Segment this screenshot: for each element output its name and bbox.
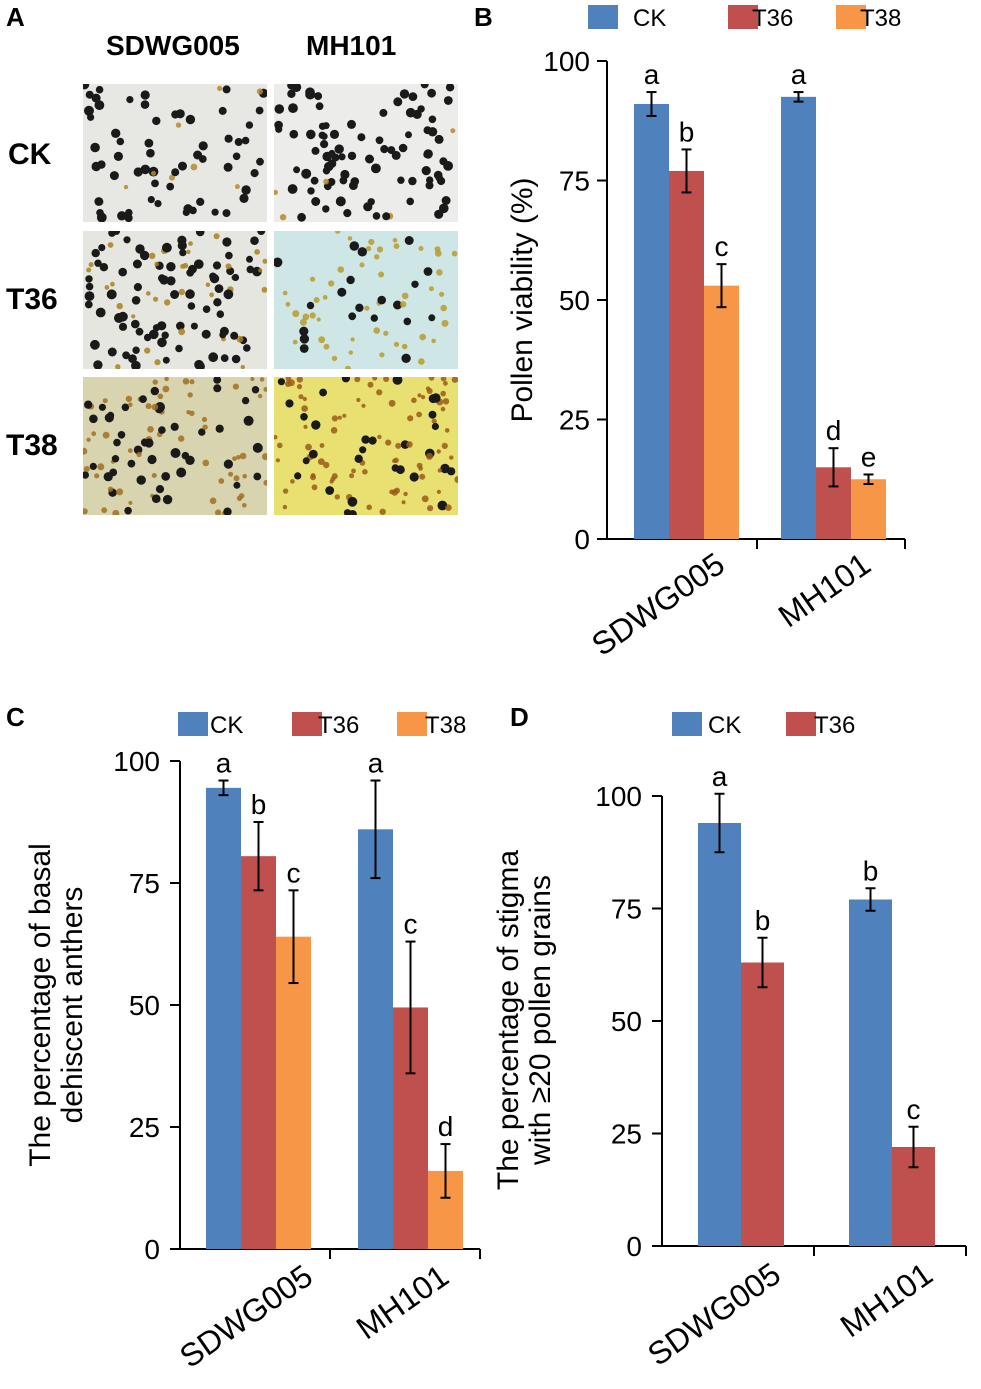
chart-b-bar-mh101-ck bbox=[781, 96, 816, 539]
chart-c-legend-label-t38: T38 bbox=[425, 712, 466, 739]
chart-b-legend-label-t38: T38 bbox=[860, 5, 901, 32]
chart-c-significance-letter: c bbox=[404, 909, 418, 940]
chart-b-y-tick-label: 75 bbox=[559, 166, 590, 197]
chart-c-legend-swatch-ck bbox=[178, 712, 208, 736]
chart-c-y-tick-label: 75 bbox=[129, 868, 160, 899]
micrograph-sdwg005-ck bbox=[83, 84, 267, 222]
chart-d-bar-mh101-ck bbox=[849, 899, 892, 1246]
chart-b-legend-label-t36: T36 bbox=[752, 5, 793, 32]
chart-d-significance-letter: b bbox=[755, 905, 771, 936]
panel-a-label: A bbox=[6, 2, 25, 32]
chart-d-y-tick-label: 25 bbox=[611, 1119, 642, 1150]
chart-c-significance-letter: d bbox=[438, 1111, 454, 1142]
chart-b-significance-letter: d bbox=[826, 415, 842, 446]
chart-d-y-axis-label: The percentage of stigmawith ≥20 pollen … bbox=[492, 850, 557, 1191]
chart-b-legend-label-ck: CK bbox=[633, 5, 666, 32]
column-label-sdwg005: SDWG005 bbox=[106, 30, 240, 61]
panel-d-label: D bbox=[510, 702, 529, 732]
chart-d-legend-label-ck: CK bbox=[708, 712, 741, 739]
chart-d-significance-letter: c bbox=[907, 1094, 921, 1125]
chart-b-y-tick-label: 0 bbox=[574, 524, 590, 555]
chart-b-significance-letter: a bbox=[791, 59, 807, 90]
chart-d-legend-swatch-t36 bbox=[786, 712, 816, 736]
chart-d-significance-letter: b bbox=[863, 855, 879, 886]
chart-c-legend-swatch-t38 bbox=[397, 712, 427, 736]
chart-d-y-tick-label: 50 bbox=[611, 1006, 642, 1037]
chart-b-legend-swatch-t36 bbox=[728, 5, 758, 29]
panel-c-label: C bbox=[6, 702, 25, 732]
chart-c-significance-letter: a bbox=[368, 748, 384, 779]
chart-d-y-tick-label: 75 bbox=[611, 894, 642, 925]
chart-c-y-tick-label: 25 bbox=[129, 1112, 160, 1143]
chart-c-y-tick-label: 50 bbox=[129, 990, 160, 1021]
chart-b-bar-sdwg005-ck bbox=[634, 104, 669, 540]
chart-b-bar-mh101-t38 bbox=[851, 479, 886, 539]
chart-b-significance-letter: b bbox=[679, 116, 695, 147]
chart-b-y-tick-label: 25 bbox=[559, 405, 590, 436]
chart-c-y-axis-label: The percentage of basaldehiscent anthers bbox=[24, 843, 89, 1167]
chart-c-legend-label-ck: CK bbox=[210, 712, 243, 739]
chart-d-significance-letter: a bbox=[712, 761, 728, 792]
micrograph-mh101-ck bbox=[274, 84, 458, 222]
chart-c-y-tick-label: 0 bbox=[144, 1234, 160, 1265]
chart-d-bar-sdwg005-ck bbox=[698, 823, 741, 1246]
chart-c-bar-sdwg005-t36 bbox=[241, 856, 276, 1249]
column-label-mh101: MH101 bbox=[306, 30, 397, 61]
chart-d-legend-swatch-ck bbox=[672, 712, 702, 736]
micrograph-mh101-t38 bbox=[274, 377, 458, 515]
chart-d-category-label-sdwg005: SDWG005 bbox=[641, 1256, 787, 1373]
chart-d-y-tick-label: 0 bbox=[626, 1231, 642, 1262]
chart-c-bar-mh101-ck bbox=[358, 829, 393, 1249]
micrograph-sdwg005-t36 bbox=[83, 231, 267, 369]
chart-b-y-tick-label: 50 bbox=[559, 285, 590, 316]
micrograph-sdwg005-t38 bbox=[83, 377, 267, 515]
chart-b-legend-swatch-ck bbox=[588, 5, 618, 29]
panel-b-label: B bbox=[474, 2, 493, 32]
chart-b-significance-letter: c bbox=[715, 231, 729, 262]
chart-c-legend-swatch-t36 bbox=[292, 712, 322, 736]
chart-b-significance-letter: e bbox=[861, 441, 877, 472]
chart-c-significance-letter: a bbox=[216, 748, 232, 779]
row-label-t36: T36 bbox=[6, 283, 58, 316]
chart-b-y-tick-label: 100 bbox=[543, 46, 590, 77]
chart-d-y-tick-label: 100 bbox=[595, 781, 642, 812]
chart-b-y-axis-label: Pollen viability (%) bbox=[506, 177, 539, 422]
chart-c-significance-letter: b bbox=[251, 789, 267, 820]
chart-b-significance-letter: a bbox=[644, 59, 660, 90]
chart-c-bar-sdwg005-ck bbox=[206, 787, 241, 1249]
chart-b-bar-sdwg005-t36 bbox=[669, 170, 704, 539]
chart-c-bar-sdwg005-t38 bbox=[276, 936, 311, 1249]
chart-c-significance-letter: c bbox=[287, 857, 301, 888]
chart-d-legend-label-t36: T36 bbox=[814, 712, 855, 739]
chart-c-y-tick-label: 100 bbox=[113, 746, 160, 777]
chart-d-bar-sdwg005-t36 bbox=[741, 962, 784, 1246]
chart-c-legend-label-t36: T36 bbox=[318, 712, 359, 739]
chart-b-legend-swatch-t38 bbox=[836, 5, 866, 29]
row-label-t38: T38 bbox=[6, 429, 58, 462]
micrograph-mh101-t36 bbox=[274, 231, 458, 369]
chart-d-category-label-mh101: MH101 bbox=[834, 1256, 939, 1345]
chart-b-bar-sdwg005-t38 bbox=[704, 285, 739, 539]
row-label-ck: CK bbox=[8, 138, 52, 171]
